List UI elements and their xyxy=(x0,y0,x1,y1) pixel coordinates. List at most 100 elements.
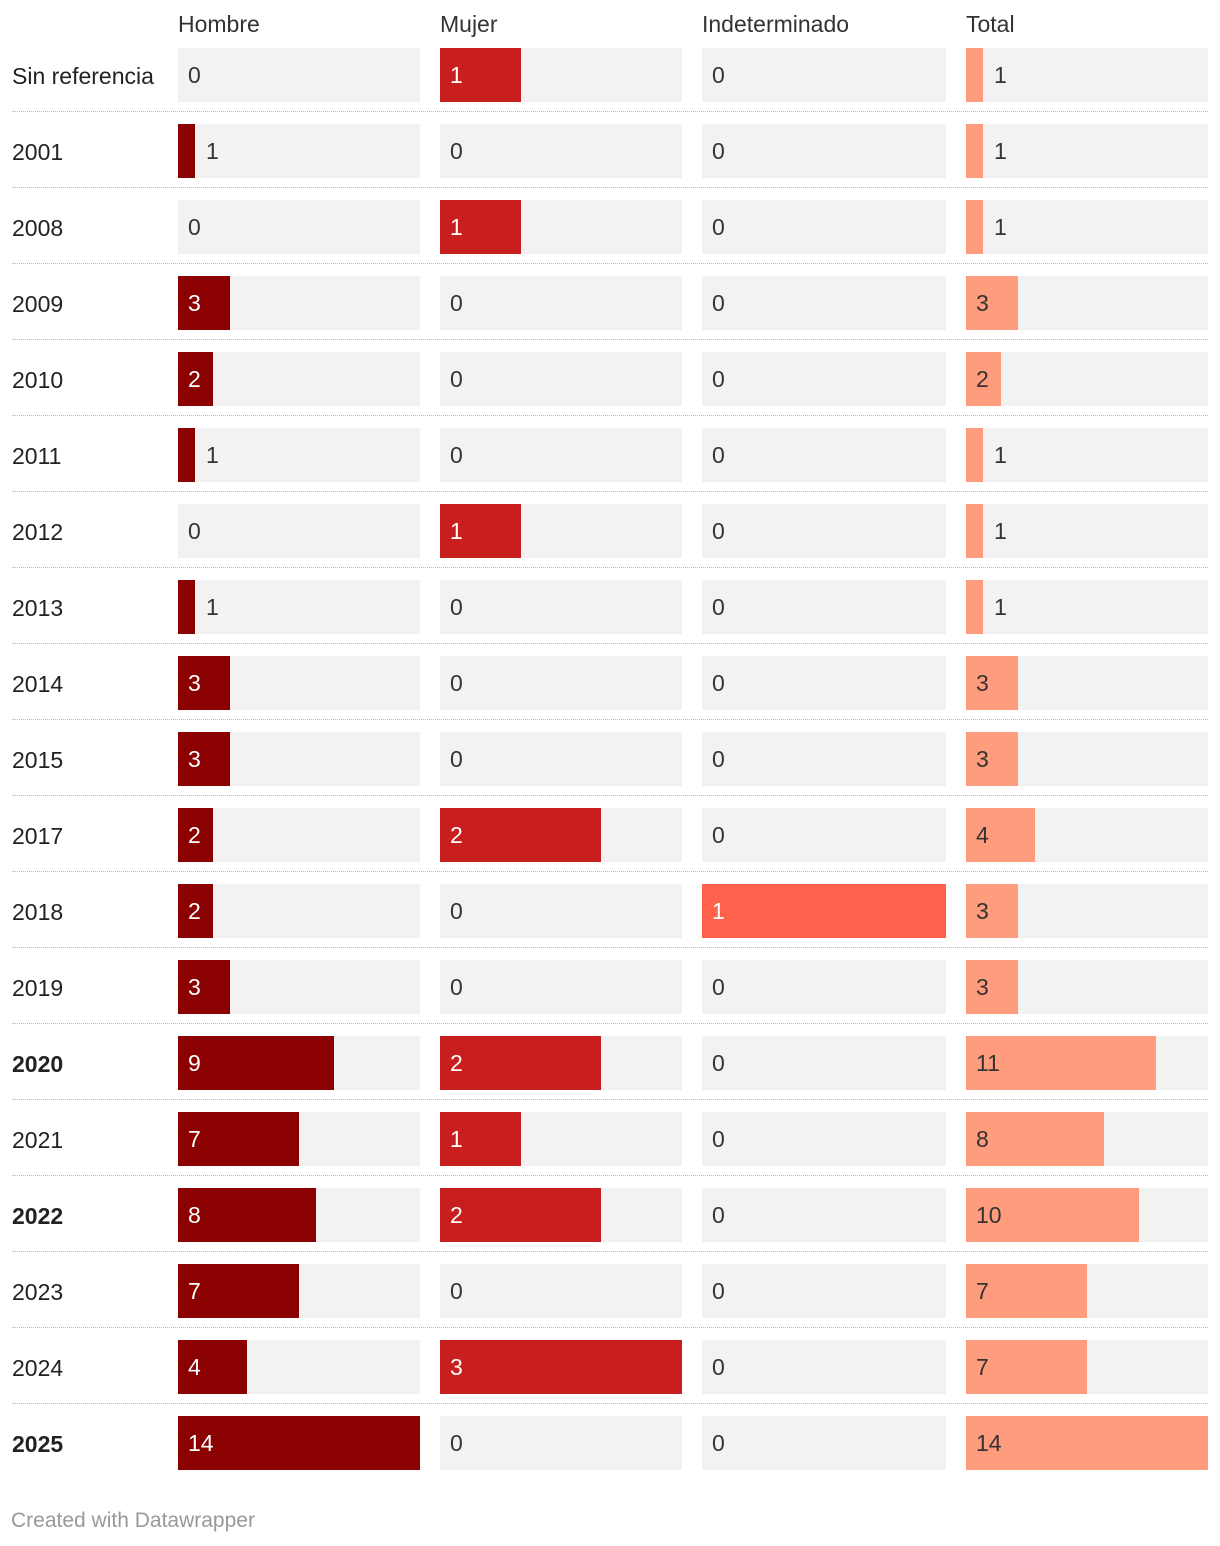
cell-indeterminado: 0 xyxy=(702,656,946,710)
value-mujer: 2 xyxy=(450,1202,463,1228)
column-header-mujer: Mujer xyxy=(440,11,498,37)
bar-total xyxy=(966,504,983,558)
cell-indeterminado: 0 xyxy=(702,200,946,254)
bar-total xyxy=(966,960,1018,1014)
cell-mujer: 2 xyxy=(440,808,682,862)
bar-hombre xyxy=(178,732,230,786)
cell-mujer: 0 xyxy=(440,1416,682,1470)
value-indeterminado: 0 xyxy=(712,214,725,240)
cell-indeterminado: 0 xyxy=(702,48,946,102)
value-total: 7 xyxy=(976,1278,989,1304)
cell-total: 11 xyxy=(966,1036,1208,1090)
cell-total: 3 xyxy=(966,656,1208,710)
cell-total: 1 xyxy=(966,580,1208,634)
row-divider xyxy=(12,1175,1208,1176)
value-mujer: 0 xyxy=(450,1278,463,1304)
value-mujer: 0 xyxy=(450,746,463,772)
cell-hombre: 3 xyxy=(178,732,420,786)
bar-hombre xyxy=(178,124,195,178)
value-indeterminado: 0 xyxy=(712,1126,725,1152)
cell-hombre: 0 xyxy=(178,200,420,254)
cell-mujer: 1 xyxy=(440,1112,682,1166)
value-mujer: 0 xyxy=(450,1430,463,1456)
row-label: 2021 xyxy=(12,1127,64,1153)
table-row: 2001 1 0 0 1 xyxy=(0,112,1220,188)
value-mujer: 1 xyxy=(450,214,463,240)
value-total: 1 xyxy=(994,594,1007,620)
cell-mujer: 0 xyxy=(440,352,682,406)
value-total: 2 xyxy=(976,366,989,392)
cell-indeterminado: 0 xyxy=(702,1340,946,1394)
bar-total xyxy=(966,808,1035,862)
footer-credit: Created with Datawrapper xyxy=(11,1509,255,1532)
row-label: 2010 xyxy=(12,367,64,393)
value-total: 8 xyxy=(976,1126,989,1152)
bar-total xyxy=(966,580,983,634)
value-hombre: 7 xyxy=(188,1126,201,1152)
value-hombre: 8 xyxy=(188,1202,201,1228)
row-divider xyxy=(12,1099,1208,1100)
value-hombre: 2 xyxy=(188,366,201,392)
table-row: 2008 0 1 0 1 xyxy=(0,188,1220,264)
cell-mujer: 0 xyxy=(440,580,682,634)
cell-total: 4 xyxy=(966,808,1208,862)
bar-total xyxy=(966,732,1018,786)
bar-hombre xyxy=(178,1340,247,1394)
cell-indeterminado: 0 xyxy=(702,580,946,634)
cell-total: 1 xyxy=(966,428,1208,482)
cell-mujer: 1 xyxy=(440,504,682,558)
cell-indeterminado: 0 xyxy=(702,732,946,786)
cell-hombre: 8 xyxy=(178,1188,420,1242)
cell-hombre: 3 xyxy=(178,276,420,330)
row-label: 2018 xyxy=(12,899,64,925)
value-total: 3 xyxy=(976,746,989,772)
bar-mujer xyxy=(440,504,521,558)
cell-indeterminado: 0 xyxy=(702,1188,946,1242)
cell-hombre: 7 xyxy=(178,1264,420,1318)
row-divider xyxy=(12,567,1208,568)
row-label: 2022 xyxy=(12,1203,64,1229)
bar-total xyxy=(966,1340,1087,1394)
row-divider xyxy=(12,415,1208,416)
row-label: 2020 xyxy=(12,1051,64,1077)
table-row: 2009 3 0 0 3 xyxy=(0,264,1220,340)
table-row: 2021 7 1 0 8 xyxy=(0,1100,1220,1176)
table-row: 2012 0 1 0 1 xyxy=(0,492,1220,568)
value-total: 1 xyxy=(994,214,1007,240)
value-mujer: 1 xyxy=(450,1126,463,1152)
cell-mujer: 0 xyxy=(440,960,682,1014)
cell-hombre: 2 xyxy=(178,884,420,938)
value-total: 3 xyxy=(976,898,989,924)
cell-total: 7 xyxy=(966,1264,1208,1318)
row-divider xyxy=(12,643,1208,644)
cell-mujer: 0 xyxy=(440,1264,682,1318)
value-indeterminado: 0 xyxy=(712,1430,725,1456)
column-header-total: Total xyxy=(966,11,1015,37)
row-label: 2012 xyxy=(12,519,64,545)
cell-total: 1 xyxy=(966,48,1208,102)
bar-total xyxy=(966,200,983,254)
cell-hombre: 2 xyxy=(178,352,420,406)
value-total: 7 xyxy=(976,1354,989,1380)
value-total: 10 xyxy=(976,1202,1002,1228)
value-hombre: 1 xyxy=(206,594,219,620)
cell-total: 14 xyxy=(966,1416,1208,1470)
value-total: 11 xyxy=(976,1050,1000,1076)
table-row: 2013 1 0 0 1 xyxy=(0,568,1220,644)
cell-mujer: 0 xyxy=(440,656,682,710)
value-mujer: 0 xyxy=(450,898,463,924)
row-label: 2015 xyxy=(12,747,64,773)
bar-hombre xyxy=(178,884,213,938)
value-mujer: 2 xyxy=(450,822,463,848)
cell-indeterminado: 0 xyxy=(702,960,946,1014)
row-label: 2014 xyxy=(12,671,64,697)
bar-mujer xyxy=(440,808,601,862)
cell-total: 1 xyxy=(966,124,1208,178)
table-row: 2025 14 0 0 14 xyxy=(0,1404,1220,1480)
bar-total xyxy=(966,1112,1104,1166)
cell-mujer: 0 xyxy=(440,732,682,786)
value-hombre: 1 xyxy=(206,138,219,164)
cell-mujer: 2 xyxy=(440,1188,682,1242)
bar-mujer xyxy=(440,1340,682,1394)
